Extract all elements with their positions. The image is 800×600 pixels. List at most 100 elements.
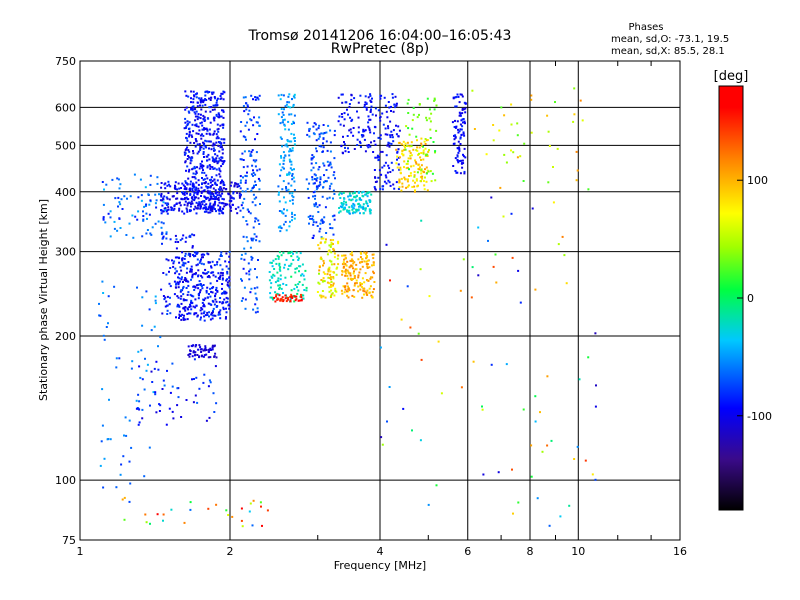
data-point xyxy=(173,187,176,189)
data-point xyxy=(376,156,379,159)
data-point xyxy=(209,99,212,101)
data-point xyxy=(209,356,212,359)
data-point xyxy=(328,249,331,252)
data-point xyxy=(213,355,216,358)
data-point xyxy=(186,267,189,270)
data-point xyxy=(406,162,409,165)
data-point xyxy=(331,227,334,230)
data-point xyxy=(285,189,288,192)
data-point xyxy=(409,174,412,177)
data-point xyxy=(149,199,152,202)
data-point xyxy=(315,150,318,153)
data-point xyxy=(200,108,203,111)
data-point xyxy=(196,143,199,146)
data-point xyxy=(358,205,360,208)
data-point xyxy=(185,399,188,401)
data-point xyxy=(398,141,401,144)
data-point xyxy=(241,525,244,528)
data-point xyxy=(218,150,221,153)
data-point xyxy=(178,257,181,260)
data-point xyxy=(138,400,141,403)
data-point xyxy=(228,261,231,264)
data-point xyxy=(285,296,288,299)
data-point xyxy=(400,189,403,192)
data-point xyxy=(351,294,354,297)
data-point xyxy=(148,213,151,216)
data-point xyxy=(327,124,330,127)
data-point xyxy=(344,150,347,153)
data-point xyxy=(371,97,373,100)
data-point xyxy=(453,138,456,141)
data-point xyxy=(259,203,261,205)
data-point xyxy=(207,211,210,214)
data-point xyxy=(256,96,259,99)
data-point xyxy=(337,254,340,257)
data-point xyxy=(212,314,215,317)
data-point xyxy=(414,159,417,162)
data-point xyxy=(374,187,377,190)
data-point xyxy=(416,116,419,119)
data-point xyxy=(534,288,537,291)
colorbar-tick-label: 100 xyxy=(747,174,768,187)
data-point xyxy=(194,205,197,208)
data-point xyxy=(188,235,191,238)
data-point xyxy=(362,134,365,137)
data-point xyxy=(418,113,420,116)
data-point xyxy=(523,142,526,145)
data-point xyxy=(510,123,513,126)
data-point xyxy=(407,157,410,160)
data-point xyxy=(365,256,368,259)
data-point xyxy=(209,205,211,208)
data-point xyxy=(202,263,205,266)
data-point xyxy=(215,114,218,117)
data-point xyxy=(353,277,356,280)
data-point xyxy=(187,354,190,356)
data-point xyxy=(209,167,212,170)
data-point xyxy=(332,271,335,274)
data-point xyxy=(188,355,191,358)
data-point xyxy=(180,197,183,200)
data-point xyxy=(256,307,259,310)
data-point xyxy=(277,226,280,229)
data-point xyxy=(248,273,251,276)
data-point xyxy=(548,524,551,527)
data-point xyxy=(284,276,287,279)
data-point xyxy=(189,303,191,306)
data-point xyxy=(462,153,464,156)
data-point xyxy=(221,189,224,192)
data-point xyxy=(250,258,253,261)
data-point xyxy=(351,198,354,201)
data-point xyxy=(214,314,217,317)
data-point xyxy=(193,95,196,98)
data-point xyxy=(328,259,331,262)
data-point xyxy=(293,214,296,216)
data-point xyxy=(281,166,284,169)
data-point xyxy=(211,210,214,213)
data-point xyxy=(389,120,392,123)
data-point xyxy=(403,160,406,163)
data-point xyxy=(458,130,461,133)
data-point xyxy=(378,169,381,172)
data-point xyxy=(293,140,296,142)
data-point xyxy=(166,197,169,200)
data-point xyxy=(198,387,201,390)
data-point xyxy=(203,354,206,357)
data-point xyxy=(344,268,347,271)
data-point xyxy=(309,214,312,217)
data-point xyxy=(214,97,217,100)
data-point xyxy=(146,363,149,366)
data-point xyxy=(100,440,103,443)
data-point xyxy=(367,259,370,262)
data-point xyxy=(213,130,216,133)
data-point xyxy=(146,229,149,231)
data-point xyxy=(330,276,332,278)
data-point xyxy=(242,159,245,161)
data-point xyxy=(190,203,192,205)
data-point xyxy=(387,179,390,182)
data-point xyxy=(164,182,167,185)
data-point xyxy=(366,255,368,257)
data-point xyxy=(511,468,513,471)
data-point xyxy=(219,209,221,212)
data-point xyxy=(198,143,201,146)
data-point xyxy=(367,115,370,118)
